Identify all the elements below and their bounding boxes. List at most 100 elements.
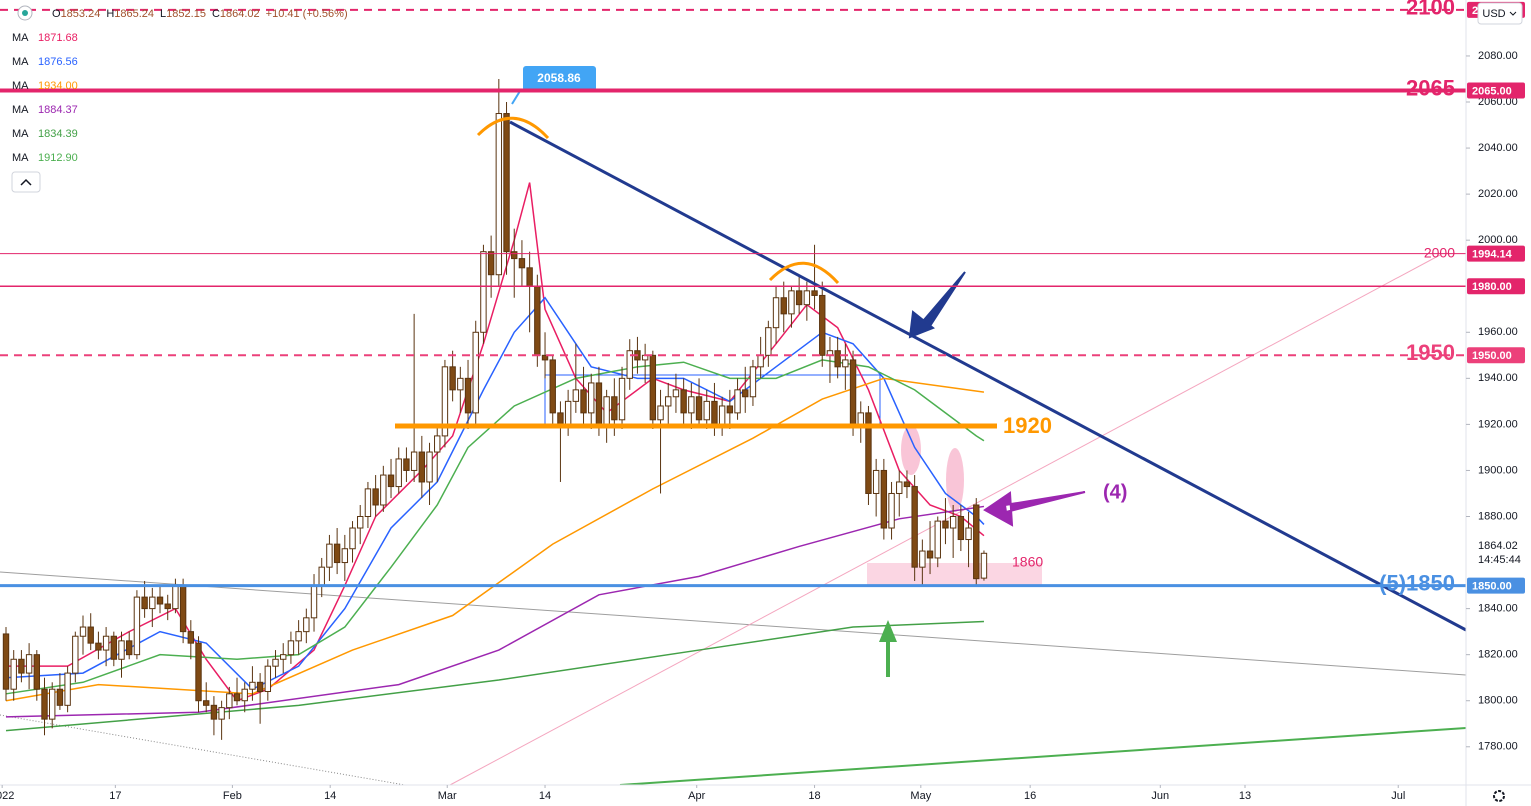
candle-body: [2, 633, 10, 690]
candle-body: [503, 113, 510, 253]
y-tick-label: 1880.00: [1478, 510, 1518, 522]
candle-body: [780, 297, 787, 315]
arrow: [908, 271, 966, 339]
candle-body: [626, 350, 633, 379]
level-note: 1950: [1406, 340, 1455, 365]
candle-body: [418, 451, 426, 483]
candle-body: [280, 654, 287, 660]
candle-body: [141, 596, 148, 610]
price-tag: [1467, 278, 1525, 295]
candle-body: [357, 516, 364, 529]
candle-body: [79, 626, 87, 637]
candle-body: [441, 366, 449, 437]
ma-legend-name: MA: [12, 80, 29, 92]
candle-body: [218, 707, 225, 720]
candle-body: [287, 640, 295, 656]
candle-body: [695, 396, 703, 421]
candle-body: [295, 631, 302, 642]
candle-body: [595, 382, 603, 425]
candle-body: [526, 267, 533, 287]
collapse-icon: [20, 178, 32, 186]
price-tag: [1467, 347, 1525, 364]
collapse-button[interactable]: [11, 171, 41, 193]
candle-body: [680, 389, 687, 414]
candle-body: [495, 113, 503, 276]
candle-body: [72, 635, 79, 674]
legend-key: L: [160, 8, 166, 20]
x-tick-label: Jun: [1151, 790, 1169, 802]
candle-body: [665, 396, 672, 407]
candle-body: [957, 516, 965, 541]
plot: [2, 78, 988, 740]
candle-body: [588, 382, 595, 414]
level-note: 2065: [1406, 75, 1455, 100]
candle-body: [387, 474, 395, 488]
candle-body: [149, 596, 156, 610]
candle-body: [49, 688, 56, 720]
candle-body: [849, 359, 857, 425]
legend-change: +10.41 (+0.56%): [266, 8, 348, 20]
candle-body: [410, 451, 418, 471]
legend-value: 1853.24: [61, 8, 101, 20]
currency-button[interactable]: [1477, 2, 1523, 25]
candle-body: [672, 389, 680, 398]
last-price: 1864.02: [1478, 540, 1518, 552]
candle-body: [872, 469, 880, 494]
highlight: [946, 448, 964, 512]
candle-body: [110, 635, 118, 660]
candle-body: [480, 251, 487, 333]
candle-body: [980, 552, 988, 579]
y-tick-label: 1960.00: [1478, 326, 1518, 338]
x-tick-label: 14: [324, 790, 336, 802]
price-tag-label: 1980.00: [1472, 281, 1512, 293]
candle-body: [857, 412, 864, 425]
candle-body: [788, 290, 795, 315]
ohlc-legend: O1853.24 H1865.24 L1852.15 C1864.02 +10.41 (…: [52, 8, 348, 20]
candle-body: [349, 527, 356, 550]
trend-line: [509, 120, 1467, 632]
candle-body: [102, 635, 110, 651]
time-axis: [0, 785, 1466, 806]
x-tick-label: 2022: [0, 790, 14, 802]
x-tick-label: 13: [1239, 790, 1251, 802]
legend-value: 1864.02: [220, 8, 260, 20]
candle-body: [256, 681, 264, 693]
candle-body: [95, 642, 102, 651]
candle-body: [233, 693, 241, 702]
drawings-over: 2058.86 1920 1860 (4) 2100 2065 2000 1950 (5…: [0, 0, 1467, 677]
trend-line: [0, 714, 406, 786]
currency: USD: [1482, 8, 1505, 20]
price-tag-label: 1850.00: [1472, 580, 1512, 592]
ma-legend-value: 1884.37: [38, 104, 78, 116]
legend-value: 1852.15: [166, 8, 206, 20]
ma-line: [5, 620, 984, 732]
candle-body: [403, 458, 410, 471]
ma-legend-value: 1834.39: [38, 128, 78, 140]
level-note: 2100: [1406, 0, 1455, 20]
y-tick-label: 1780.00: [1478, 741, 1518, 753]
annotation: (4): [1103, 481, 1127, 503]
candle-body: [688, 396, 695, 414]
legend-value: 1865.24: [114, 8, 154, 20]
level-note: 2000: [1424, 244, 1455, 260]
countdown: 14:45:44: [1478, 554, 1521, 566]
y-tick-label: 2040.00: [1478, 142, 1518, 154]
candle-body: [41, 688, 48, 720]
candle-body: [318, 566, 325, 587]
highlight: [901, 425, 921, 475]
price-tag-label: 1950.00: [1472, 350, 1512, 362]
x-tick-label: Mar: [438, 790, 457, 802]
x-tick-label: Apr: [688, 790, 705, 802]
candle-body: [896, 481, 903, 494]
candle-body: [372, 488, 379, 506]
ma-legend-value: 1876.56: [38, 56, 78, 68]
settings-icon[interactable]: [1493, 790, 1505, 802]
candle-body: [187, 631, 195, 644]
candle-body: [164, 603, 171, 610]
candle-body: [487, 251, 495, 276]
arrow: [879, 620, 897, 677]
candle-body: [618, 377, 626, 421]
price-tag: [1467, 82, 1525, 99]
